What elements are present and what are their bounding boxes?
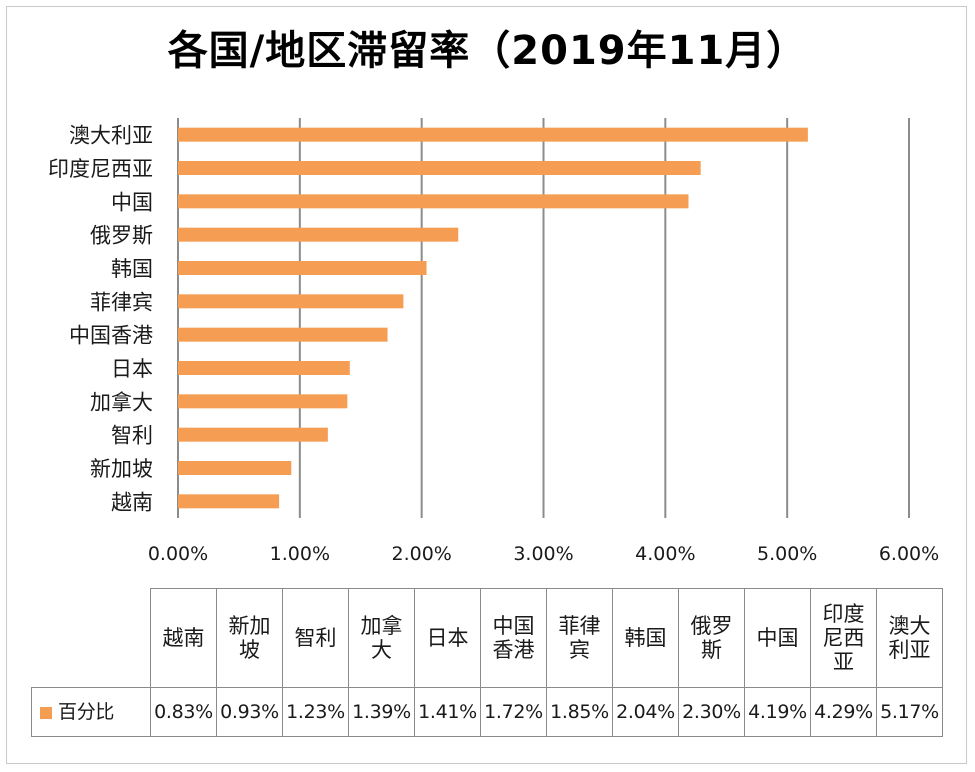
table-header-cell: 智利 <box>282 588 349 688</box>
table-value-cell: 4.19% <box>744 687 811 737</box>
bar <box>178 161 701 175</box>
table-header-cell: 越南 <box>150 588 217 688</box>
x-tick-label: 1.00% <box>270 543 330 565</box>
bar <box>178 261 427 275</box>
x-tick-label: 0.00% <box>148 543 208 565</box>
table-header-cell: 日本 <box>414 588 481 688</box>
x-tick-label: 5.00% <box>757 543 817 565</box>
category-label: 智利 <box>111 424 153 448</box>
table-header-cell: 中国香港 <box>480 588 547 688</box>
table-value-row: 百分比 0.83% 0.93% 1.23% 1.39% 1.41% 1.72% 1.85% 2… <box>31 687 943 737</box>
bar <box>178 327 388 342</box>
table-value-cell: 1.23% <box>282 687 349 737</box>
table-header-label: 日本 <box>426 626 469 650</box>
table-value-cell: 1.85% <box>546 687 613 737</box>
table-value-cell: 0.93% <box>216 687 283 737</box>
x-tick-label: 6.00% <box>879 543 939 565</box>
category-label: 越南 <box>111 490 153 514</box>
bar <box>178 394 348 409</box>
table-header-label: 智利 <box>294 626 337 650</box>
bar <box>178 361 350 375</box>
category-label: 澳大利亚 <box>69 124 153 148</box>
table-header-label: 中国香港 <box>492 614 535 662</box>
bar <box>178 127 808 142</box>
x-tick-label: 3.00% <box>513 543 573 565</box>
bar <box>178 294 404 309</box>
legend-swatch <box>40 706 52 719</box>
category-label: 俄罗斯 <box>90 224 153 248</box>
bar <box>178 461 292 475</box>
table-value-cell: 4.29% <box>810 687 877 737</box>
table-header-cell: 新加坡 <box>216 588 283 688</box>
table-header-label: 俄罗斯 <box>690 614 733 662</box>
table-header-cell: 印度尼西亚 <box>810 588 877 688</box>
table-header-cell: 俄罗斯 <box>678 588 745 688</box>
data-table: 越南 新加坡 智利 加拿大 日本 中国香港 菲律宾 韩国 俄罗斯 中国 印度尼西亚 澳大利亚 百分比 … <box>31 588 943 737</box>
chart-title: 各国/地区滞留率（2019年11月） <box>167 28 808 74</box>
x-tick-label: 4.00% <box>635 543 695 565</box>
table-header-label: 韩国 <box>624 626 667 650</box>
table-value-cell: 0.83% <box>150 687 217 737</box>
category-label: 中国香港 <box>69 324 153 348</box>
series-name: 百分比 <box>58 701 115 723</box>
bar <box>178 494 280 509</box>
table-header-label: 加拿大 <box>360 614 403 662</box>
table-corner-cell <box>31 588 151 688</box>
bar <box>178 194 689 209</box>
table-header-cell: 澳大利亚 <box>876 588 943 688</box>
table-header-label: 印度尼西亚 <box>822 602 865 674</box>
table-header-label: 越南 <box>162 626 205 650</box>
x-tick-label: 2.00% <box>391 543 451 565</box>
table-header-cell: 中国 <box>744 588 811 688</box>
table-value-cell: 1.39% <box>348 687 415 737</box>
category-label: 加拿大 <box>90 390 153 414</box>
category-label: 印度尼西亚 <box>48 157 153 181</box>
category-label: 日本 <box>111 357 153 381</box>
table-value-cell: 1.72% <box>480 687 547 737</box>
category-label: 新加坡 <box>90 457 153 481</box>
table-header-label: 澳大利亚 <box>888 614 931 662</box>
bar <box>178 427 328 442</box>
category-label: 韩国 <box>111 257 153 281</box>
table-header-cell: 韩国 <box>612 588 679 688</box>
table-header-label: 新加坡 <box>228 614 271 662</box>
table-value-cell: 1.41% <box>414 687 481 737</box>
category-label: 菲律宾 <box>90 290 153 314</box>
table-value-cell: 5.17% <box>876 687 943 737</box>
table-header-cell: 加拿大 <box>348 588 415 688</box>
table-header-cell: 菲律宾 <box>546 588 613 688</box>
table-header-label: 菲律宾 <box>558 614 601 662</box>
table-value-cell: 2.04% <box>612 687 679 737</box>
table-series-cell: 百分比 <box>31 687 151 737</box>
category-label: 中国 <box>111 190 153 214</box>
table-header-row: 越南 新加坡 智利 加拿大 日本 中国香港 菲律宾 韩国 俄罗斯 中国 印度尼西亚 澳大利亚 <box>31 588 943 688</box>
table-value-cell: 2.30% <box>678 687 745 737</box>
table-header-label: 中国 <box>756 626 799 650</box>
bar <box>178 227 459 242</box>
